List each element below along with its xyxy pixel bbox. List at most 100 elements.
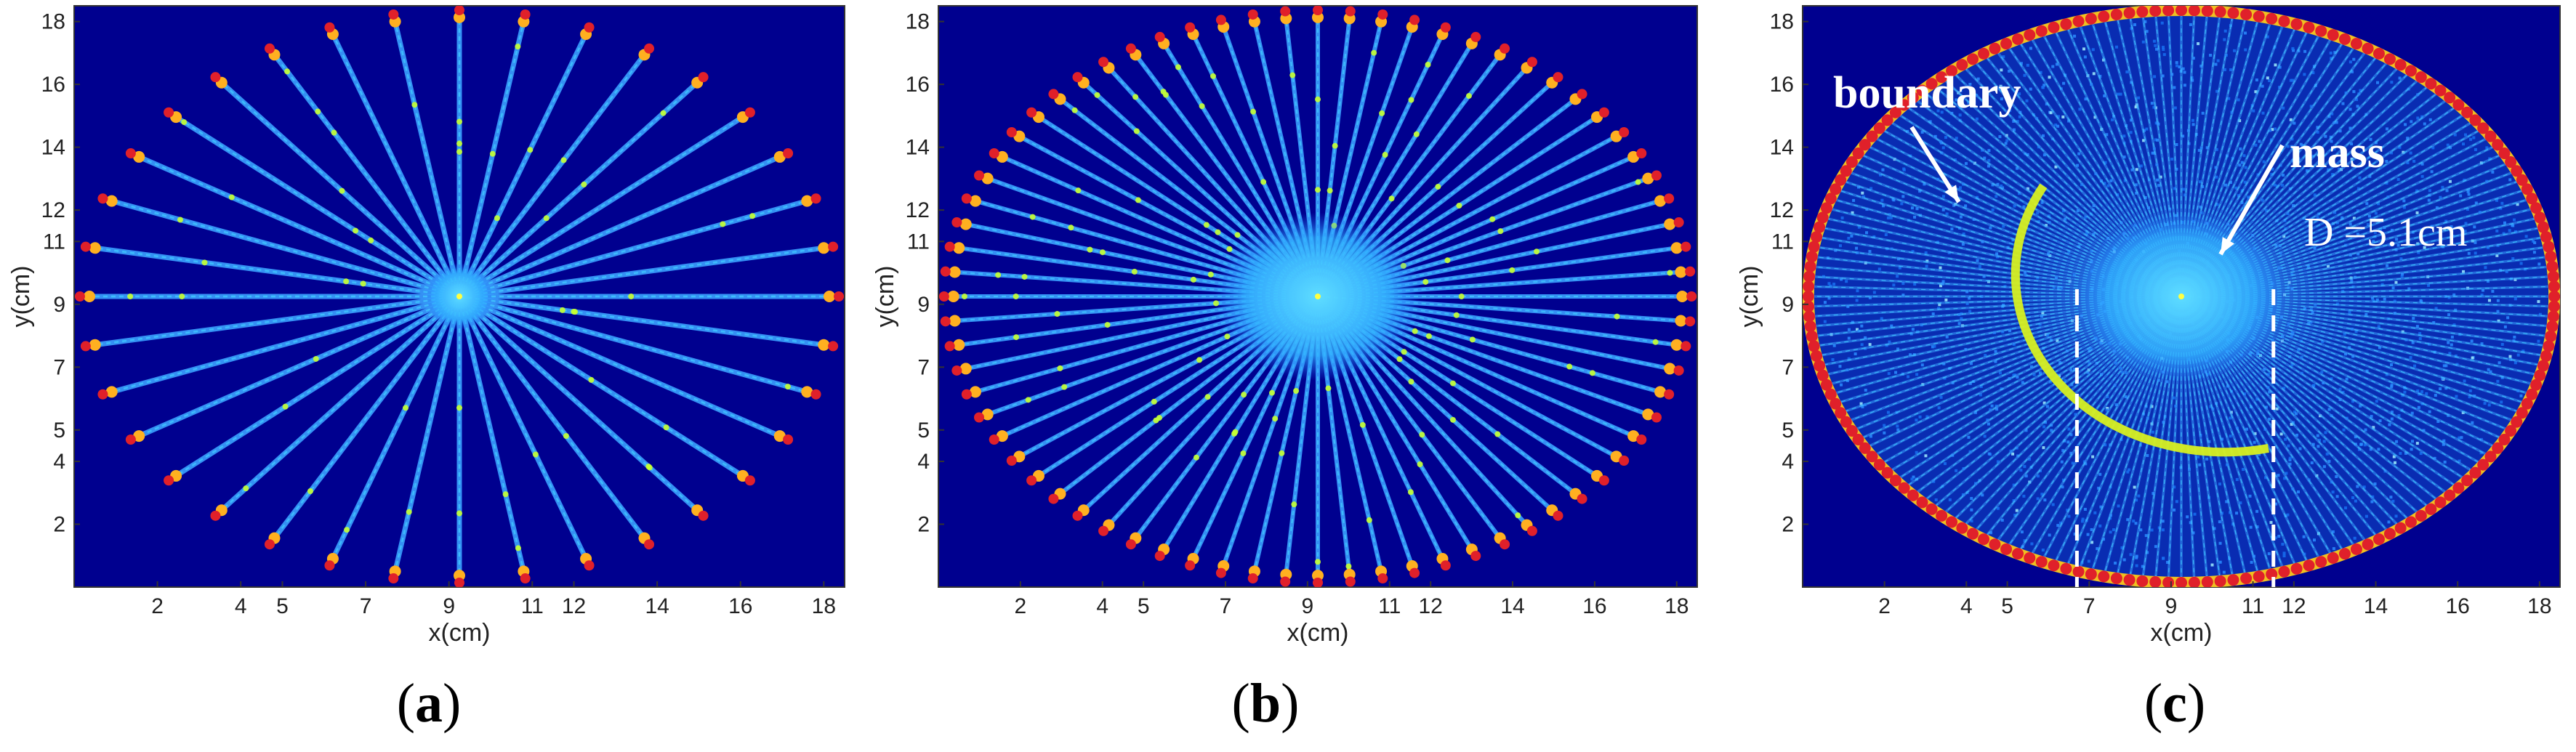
y-tick-label: 12 [1770,198,1794,222]
ray-endpoint [1681,241,1691,252]
ring-dot [1840,416,1852,428]
ring-dot [1989,538,2001,551]
y-tick-label: 4 [53,450,65,474]
ring-dot [2548,300,2560,312]
ray-hotspot [1099,249,1106,256]
y-tick-label: 7 [917,355,930,379]
ray-core [1922,296,2182,503]
ring-dot [2201,576,2213,587]
ray-core [2181,296,2537,386]
ray-endpoint [1098,57,1109,68]
x-tick-label: 5 [276,594,289,618]
ring-dot [2085,568,2097,581]
ray-core [1961,296,2182,529]
ray-endpoint [1470,551,1481,562]
ray-endpoint [1125,539,1136,550]
ring-dot [1873,122,1885,134]
ray-hotspot [1534,248,1540,255]
ray-endpoint [1636,148,1647,158]
y-tick-label: 12 [41,198,65,222]
y-tick-label: 9 [1782,293,1794,317]
ring-dot [1830,397,1842,410]
x-tick-label: 18 [2527,594,2551,618]
ray-endpoint [698,72,709,83]
ring-dot [2543,240,2555,253]
x-tick-label: 2 [1015,594,1027,618]
ring-dot [2214,6,2226,18]
ray-hotspot [1209,73,1216,79]
x-tick-label: 9 [443,594,455,618]
ray-hotspot [177,217,183,223]
ray-core [1076,76,1319,297]
ring-dot [2498,434,2511,445]
ray-endpoint [1651,412,1662,423]
ray-hotspot [1425,62,1431,68]
ray-hotspot [1156,415,1162,421]
ring-dot [2404,516,2417,528]
y-tick-label: 16 [906,73,930,97]
ring-dot [2469,114,2482,126]
ray-core [1808,296,2182,307]
ring-dot [2545,251,2557,263]
ray-hotspot [1449,416,1456,423]
ray-core [168,111,460,298]
x-tick-label: 2 [151,594,164,618]
ray-endpoint [940,266,951,277]
ring-dot [2362,42,2374,54]
ray-hotspot [1250,108,1257,115]
ray-core [1808,286,2182,297]
ring-dot [2290,18,2303,31]
x-axis-label: x(cm) [429,619,491,647]
y-tick-label: 5 [1782,419,1794,442]
ray-core [949,295,1319,347]
ray-core [2181,70,2412,297]
y-axis-label: y(cm) [7,266,35,328]
ring-dot [1946,516,1958,528]
ray-core [957,221,1319,298]
ring-dot [2530,202,2543,214]
ray-hotspot [588,376,595,383]
ray-hotspot [515,44,521,50]
ray-core [459,296,704,517]
heatmap-a: 2 4 5 7 9 11 12 14 16 18 2 4 5 7 9 11 12 14 16 18 x(cm) y(cm) [7,5,845,647]
ring-dot [2469,466,2482,479]
ray-hotspot [1469,336,1476,343]
ring-dot [2188,576,2200,587]
ray-endpoint [264,43,275,54]
ray-hotspot [1444,257,1451,264]
ray-hotspot [456,510,462,517]
ray-hotspot [1131,268,1138,275]
ray-hotspot [995,272,1002,278]
ray-hotspot [1021,273,1028,280]
ray-hotspot [403,405,409,411]
ray-endpoint [810,389,821,400]
y-axis-label: y(cm) [872,266,899,328]
ray-endpoint [1673,217,1684,228]
ray-endpoint-glow [959,363,972,375]
ray-core [1931,83,2182,297]
ring-dot [1967,527,1979,540]
ring-dot [1989,42,2001,54]
ray-core [1317,295,1691,323]
ring-dot [1806,330,1818,342]
ray-hotspot [1366,517,1372,523]
ring-dot [2327,29,2339,41]
panel-b: 2 4 5 7 9 11 12 14 16 18 2 4 5 7 9 11 12 14 16 18 x(cm) y(cm)… [858,0,1717,752]
ray-hotspot [456,405,462,411]
y-tick-label: 5 [917,419,930,442]
ray-hotspot [282,403,289,410]
y-tick-label: 4 [1782,450,1794,474]
ring-dot [2253,10,2265,23]
ray-core [2181,90,2441,297]
ray-core [2181,296,2553,327]
ray-hotspot [307,488,313,494]
x-tick-label: 16 [2446,594,2470,618]
ring-dot [1808,240,1820,253]
ray-hotspot [1087,246,1093,253]
y-tick-label: 7 [53,355,65,379]
ray-endpoint-glow [1670,339,1683,351]
ray-core [1317,246,1686,298]
ray-hotspot [563,432,569,439]
annotation-diameter: D =5.1cm [2304,210,2467,255]
ray-hotspot [313,355,319,362]
